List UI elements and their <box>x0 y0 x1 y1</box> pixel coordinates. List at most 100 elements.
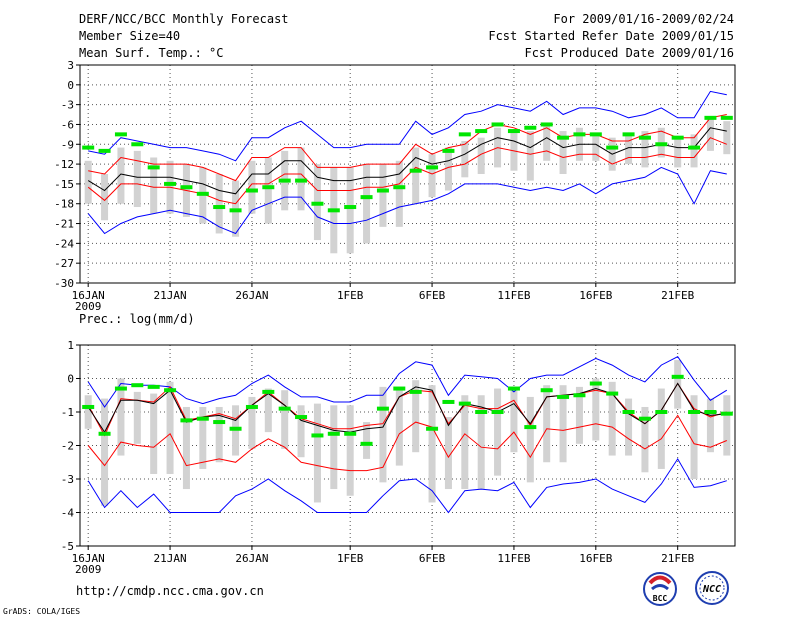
temperature-box-1 <box>101 174 109 221</box>
precipitation-box-31 <box>592 378 600 441</box>
temperature-x-tick-label: 21FEB <box>661 289 694 302</box>
temperature-observed-35 <box>655 142 668 147</box>
precipitation-box-22 <box>444 417 452 490</box>
precipitation-box-19 <box>395 386 403 466</box>
precipitation-observed-10 <box>245 404 258 409</box>
precipitation-observed-2 <box>114 386 127 391</box>
precipitation-box-30 <box>575 386 583 444</box>
precipitation-mean-line <box>87 382 727 434</box>
temperature-box-20 <box>412 147 420 204</box>
temperature-x-tick-label: 6FEB <box>419 289 446 302</box>
temperature-observed-13 <box>295 178 308 183</box>
precipitation-observed-21 <box>426 426 439 431</box>
temperature-observed-2 <box>114 132 127 137</box>
temperature-box-31 <box>592 134 600 161</box>
precipitation-observed-30 <box>573 393 586 398</box>
temperature-observed-31 <box>589 132 602 137</box>
temperature-observed-22 <box>442 148 455 153</box>
temperature-observed-15 <box>327 208 340 213</box>
precipitation-box-17 <box>363 422 371 459</box>
temperature-box-34 <box>641 131 649 168</box>
precipitation-y-tick-label: -5 <box>61 540 74 553</box>
precipitation-x-tick-label: 11FEB <box>497 552 530 565</box>
temperature-observed-14 <box>311 201 324 206</box>
temperature-observed-marks <box>82 115 733 213</box>
temperature-year-label: 2009 <box>75 300 102 313</box>
temperature-observed-30 <box>573 132 586 137</box>
precipitation-x-axis: 16JAN 21JAN 26JAN 1FEB 6FEB 11FEB 16FEB 21FEB 20… <box>72 546 695 576</box>
temperature-box-18 <box>379 164 387 227</box>
temperature-x-tick-label: 16FEB <box>579 289 612 302</box>
temperature-box-36 <box>674 137 682 168</box>
bcc-logo: BCC <box>643 572 677 606</box>
precipitation-observed-23 <box>458 401 471 406</box>
precipitation-year-label: 2009 <box>75 563 102 576</box>
temperature-observed-24 <box>475 129 488 134</box>
temperature-observed-10 <box>245 188 258 193</box>
precipitation-upper-line <box>87 382 727 437</box>
precipitation-x-tick-label: 21JAN <box>154 552 187 565</box>
precipitation-y-tick-label: -2 <box>61 440 74 453</box>
precipitation-max-line <box>87 356 728 408</box>
precipitation-box-20 <box>412 380 420 453</box>
temperature-y-axis: 3 0 -3 -6 -9 -12 -15 -18 -21 -24 -27 -30 <box>54 59 80 290</box>
precipitation-observed-18 <box>376 406 389 411</box>
temperature-box-10 <box>248 160 256 214</box>
precipitation-box-11 <box>264 388 272 433</box>
temperature-y-tick-label: -21 <box>54 218 74 231</box>
forecast-period-label: For 2009/01/16-2009/02/24 <box>553 12 734 26</box>
temperature-box-19 <box>395 160 403 227</box>
precipitation-box-32 <box>608 381 616 456</box>
precipitation-box-16 <box>346 405 354 496</box>
precipitation-box-39 <box>723 395 731 456</box>
temperature-observed-23 <box>458 132 471 137</box>
precipitation-observed-38 <box>704 410 717 414</box>
figure-title: DERF/NCC/BCC Monthly Forecast <box>79 12 289 26</box>
temperature-observed-25 <box>491 122 504 127</box>
precipitation-box-23 <box>461 395 469 490</box>
temperature-observed-8 <box>213 205 226 210</box>
precipitation-observed-13 <box>295 415 308 420</box>
precipitation-box-5 <box>166 381 174 474</box>
precipitation-box-4 <box>150 393 158 474</box>
temperature-observed-7 <box>196 191 209 196</box>
temperature-observed-3 <box>131 142 144 147</box>
precipitation-y-tick-label: 0 <box>67 373 74 386</box>
precipitation-box-28 <box>543 385 551 463</box>
precipitation-observed-marks <box>82 374 733 446</box>
figure-header: DERF/NCC/BCC Monthly Forecast Member Siz… <box>79 12 734 60</box>
member-size-label: Member Size=40 <box>79 29 180 43</box>
temperature-x-tick-label: 21JAN <box>154 289 187 302</box>
precipitation-observed-11 <box>262 389 275 394</box>
temperature-y-tick-label: 0 <box>67 79 74 92</box>
temperature-frame <box>79 64 736 284</box>
temperature-max-line <box>88 90 727 162</box>
precipitation-observed-4 <box>147 384 160 389</box>
temperature-observed-32 <box>606 145 619 150</box>
precipitation-observed-26 <box>507 386 520 391</box>
precipitation-observed-5 <box>164 388 177 393</box>
precipitation-box-37 <box>690 395 698 479</box>
temperature-box-33 <box>625 134 633 165</box>
precipitation-observed-19 <box>393 386 406 391</box>
temperature-box-17 <box>363 164 371 244</box>
temperature-observed-33 <box>622 132 635 137</box>
temperature-observed-27 <box>524 125 537 130</box>
precipitation-box-12 <box>281 390 289 449</box>
precipitation-box-24 <box>477 395 485 490</box>
precipitation-box-7 <box>199 406 207 469</box>
temperature-box-23 <box>461 140 469 178</box>
temperature-observed-20 <box>409 168 422 173</box>
precipitation-y-tick-label: -4 <box>61 507 75 520</box>
precipitation-y-axis: 1 0 -1 -2 -3 -4 -5 <box>61 339 80 553</box>
precipitation-observed-22 <box>442 399 455 404</box>
temperature-observed-26 <box>507 129 520 134</box>
figure-footer: http://cmdp.ncc.cma.gov.cn GrADS: COLA/I… <box>3 571 729 616</box>
precipitation-observed-8 <box>213 420 226 425</box>
bcc-logo-text: BCC <box>653 594 668 603</box>
temperature-observed-0 <box>82 145 95 150</box>
precipitation-box-35 <box>657 388 665 469</box>
precipitation-observed-27 <box>524 425 537 430</box>
